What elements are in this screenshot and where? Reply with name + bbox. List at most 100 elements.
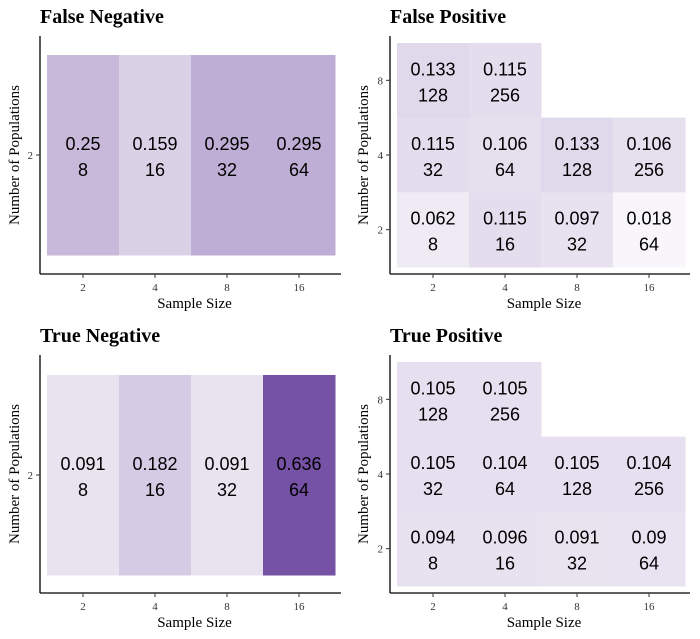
cell-count-label: 8 bbox=[78, 480, 88, 500]
cell-count-label: 8 bbox=[428, 235, 438, 255]
cell-count-label: 8 bbox=[78, 160, 88, 180]
cell-value-label: 0.133 bbox=[554, 134, 599, 154]
cell-value-label: 0.115 bbox=[483, 209, 527, 229]
cell-count-label: 32 bbox=[423, 160, 443, 180]
y-tick-label: 8 bbox=[378, 394, 384, 406]
heatmap-cell bbox=[263, 55, 336, 256]
cell-value-label: 0.133 bbox=[410, 59, 455, 79]
cell-value-label: 0.104 bbox=[482, 453, 527, 473]
cell-count-label: 64 bbox=[639, 554, 659, 574]
panel-true-negative: True Negative 0.091 8 0.182 16 0.091 32 0.636 64… bbox=[7, 325, 341, 631]
heatmap-cell bbox=[397, 511, 470, 587]
cell-value-label: 0.25 bbox=[65, 134, 100, 154]
y-tick-label: 4 bbox=[378, 469, 384, 481]
y-axis-title: Number of Populations bbox=[356, 404, 372, 544]
y-axis-title: Number of Populations bbox=[7, 85, 23, 225]
x-tick-label: 4 bbox=[152, 601, 158, 613]
cell-value-label: 0.105 bbox=[410, 453, 455, 473]
y-tick-label: 2 bbox=[378, 225, 384, 237]
cell-count-label: 256 bbox=[634, 479, 664, 499]
heatmap-cell bbox=[397, 117, 470, 193]
x-tick-label: 16 bbox=[294, 282, 306, 294]
cell-count-label: 64 bbox=[639, 235, 659, 255]
y-tick-label: 2 bbox=[28, 470, 34, 482]
heatmap-cell bbox=[47, 375, 120, 576]
heatmap-cell bbox=[469, 511, 542, 587]
cell-value-label: 0.182 bbox=[132, 454, 177, 474]
cell-value-label: 0.062 bbox=[410, 209, 455, 229]
cell-value-label: 0.159 bbox=[132, 134, 177, 154]
x-tick-label: 16 bbox=[644, 282, 656, 294]
cell-count-label: 32 bbox=[423, 479, 443, 499]
x-axis-title: Sample Size bbox=[507, 296, 582, 312]
cell-count-label: 256 bbox=[490, 85, 520, 105]
heatmap-cell bbox=[541, 436, 614, 512]
cell-count-label: 128 bbox=[418, 404, 448, 424]
x-tick-label: 2 bbox=[430, 282, 436, 294]
heatmap-cell bbox=[469, 43, 542, 119]
cell-value-label: 0.295 bbox=[204, 134, 249, 154]
heatmap-cell bbox=[613, 511, 686, 587]
heatmap-cell bbox=[191, 375, 264, 576]
cell-count-label: 8 bbox=[428, 554, 438, 574]
heatmap-cell bbox=[263, 375, 336, 576]
heatmap-cell bbox=[397, 436, 470, 512]
heatmap-cell bbox=[397, 192, 470, 268]
cell-count-label: 32 bbox=[217, 480, 237, 500]
x-tick-label: 2 bbox=[80, 282, 86, 294]
x-tick-label: 8 bbox=[224, 601, 230, 613]
cell-value-label: 0.106 bbox=[482, 134, 527, 154]
heatmap-cell bbox=[469, 362, 542, 438]
cell-value-label: 0.105 bbox=[410, 378, 455, 398]
cell-value-label: 0.104 bbox=[626, 453, 671, 473]
cell-value-label: 0.018 bbox=[626, 209, 671, 229]
x-axis-title: Sample Size bbox=[157, 615, 232, 631]
x-tick-label: 4 bbox=[502, 601, 508, 613]
cell-count-label: 64 bbox=[495, 160, 515, 180]
x-tick-label: 2 bbox=[430, 601, 436, 613]
y-tick-label: 4 bbox=[378, 150, 384, 162]
heatmap-cell bbox=[47, 55, 120, 256]
cell-count-label: 16 bbox=[495, 554, 515, 574]
x-tick-label: 4 bbox=[152, 282, 158, 294]
cell-count-label: 32 bbox=[217, 160, 237, 180]
cell-count-label: 64 bbox=[289, 480, 309, 500]
cell-count-label: 32 bbox=[567, 235, 587, 255]
heatmap-cell bbox=[119, 375, 192, 576]
x-tick-label: 2 bbox=[80, 601, 86, 613]
cell-count-label: 16 bbox=[145, 160, 165, 180]
heatmap-cell bbox=[191, 55, 264, 256]
cell-value-label: 0.295 bbox=[276, 134, 321, 154]
chart-title: True Negative bbox=[40, 325, 160, 347]
heatmap-cell bbox=[613, 117, 686, 193]
heatmap-cell bbox=[613, 192, 686, 268]
y-tick-label: 8 bbox=[378, 75, 384, 87]
cell-value-label: 0.094 bbox=[410, 528, 455, 548]
cell-value-label: 0.097 bbox=[554, 209, 599, 229]
x-tick-label: 8 bbox=[224, 282, 230, 294]
cell-value-label: 0.105 bbox=[482, 378, 527, 398]
panel-false-positive: False Positive 0.133 128 0.115 256 0.115 32 0.1… bbox=[356, 6, 690, 312]
cell-count-label: 128 bbox=[562, 479, 592, 499]
heatmap-cell bbox=[541, 117, 614, 193]
x-tick-label: 16 bbox=[644, 601, 656, 613]
x-tick-label: 8 bbox=[574, 601, 580, 613]
cell-value-label: 0.091 bbox=[554, 528, 599, 548]
cell-value-label: 0.096 bbox=[482, 528, 527, 548]
heatmap-cell bbox=[613, 436, 686, 512]
cell-count-label: 256 bbox=[634, 160, 664, 180]
heatmap-cell bbox=[469, 192, 542, 268]
y-axis-title: Number of Populations bbox=[356, 85, 372, 225]
cell-count-label: 128 bbox=[562, 160, 592, 180]
chart-title: False Positive bbox=[390, 6, 506, 28]
cell-count-label: 16 bbox=[145, 480, 165, 500]
cell-value-label: 0.115 bbox=[483, 59, 527, 79]
x-tick-label: 16 bbox=[294, 601, 306, 613]
x-axis-title: Sample Size bbox=[157, 296, 232, 312]
panel-true-positive: True Positive 0.105 128 0.105 256 0.105 32 0.10… bbox=[356, 325, 690, 631]
heatmap-cell bbox=[397, 43, 470, 119]
panel-false-negative: False Negative 0.25 8 0.159 16 0.295 32 0.295 64… bbox=[7, 6, 341, 312]
heatmap-cell bbox=[541, 192, 614, 268]
heatmap-cell bbox=[119, 55, 192, 256]
